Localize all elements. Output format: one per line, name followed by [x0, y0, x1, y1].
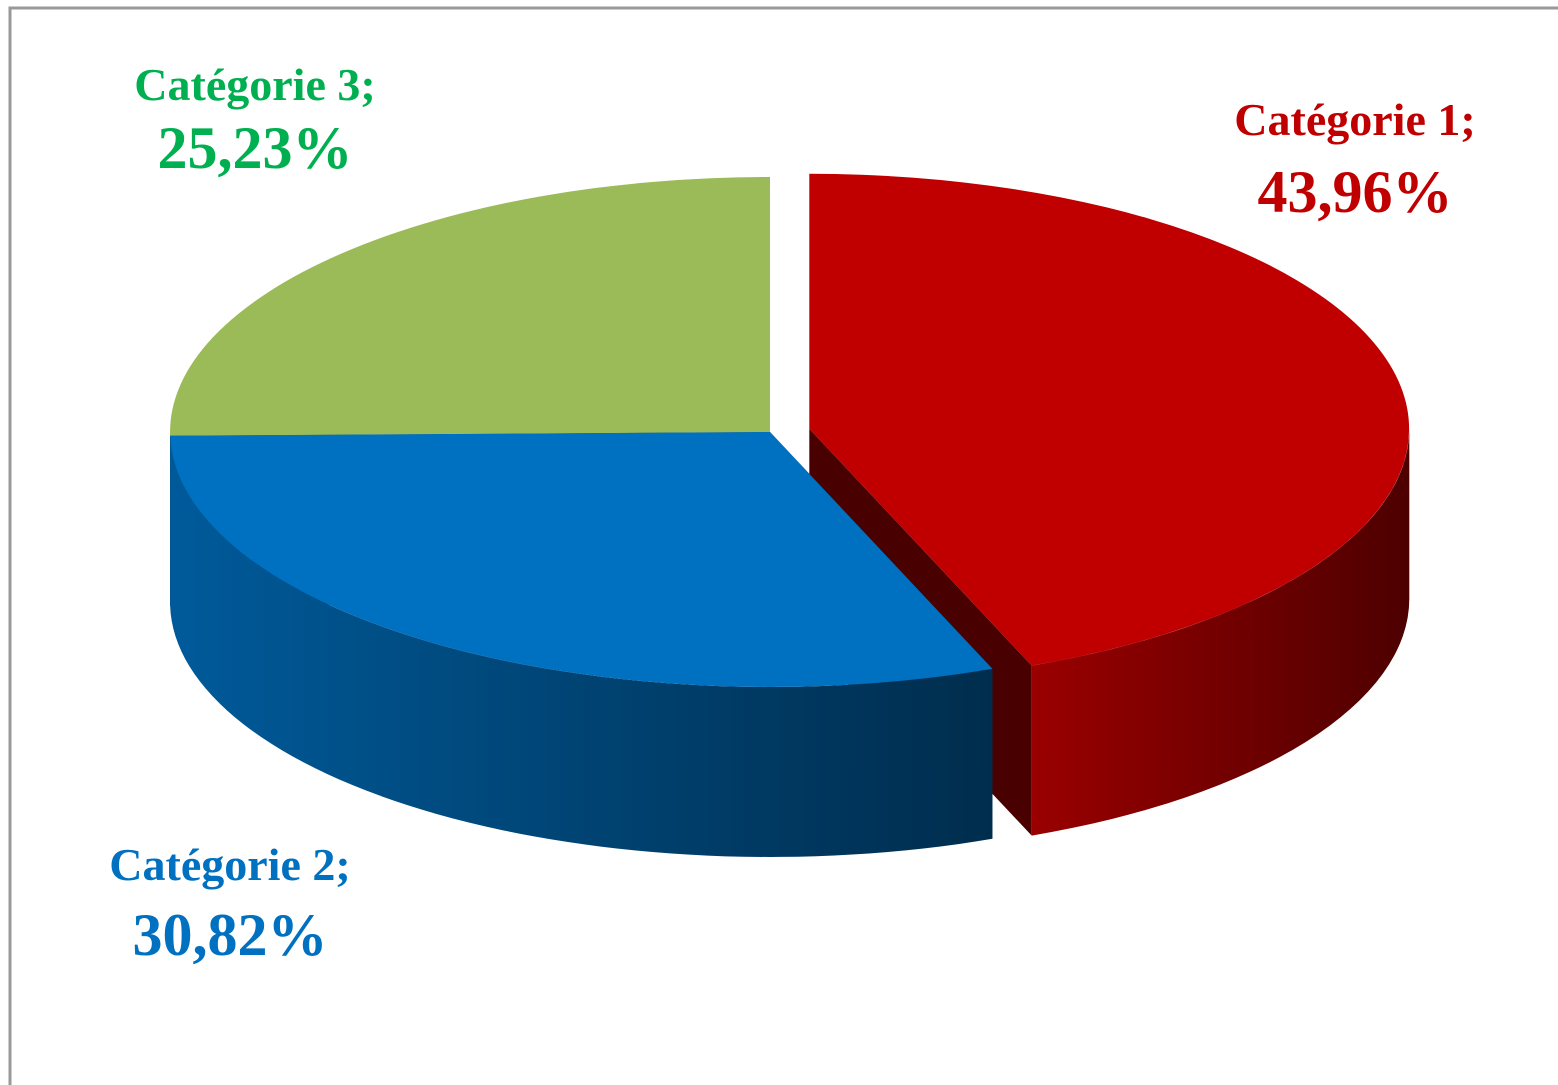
data-label-value: 25,23% [158, 115, 353, 181]
label-separator: ; [360, 59, 375, 110]
data-label-value: 43,96% [1258, 159, 1453, 225]
slice [170, 177, 770, 436]
category-name: Catégorie 1 [1234, 94, 1460, 145]
slice-wall [1031, 428, 1410, 836]
category-name: Catégorie 3 [134, 59, 360, 110]
slice-wall [170, 435, 993, 857]
data-label-category: Catégorie 3; [134, 59, 375, 110]
data-label-category: Catégorie 1; [1234, 94, 1475, 145]
slice [170, 432, 993, 687]
label-separator: ; [335, 839, 350, 890]
data-label-category: Catégorie 2; [109, 839, 350, 890]
label-separator: ; [1460, 94, 1475, 145]
category-name: Catégorie 2 [109, 839, 335, 890]
data-label-value: 30,82% [133, 902, 328, 968]
slice [809, 173, 1410, 666]
pie [170, 173, 1410, 857]
labels: Catégorie 1;43,96%Catégorie 2;30,82%Caté… [109, 59, 1475, 968]
